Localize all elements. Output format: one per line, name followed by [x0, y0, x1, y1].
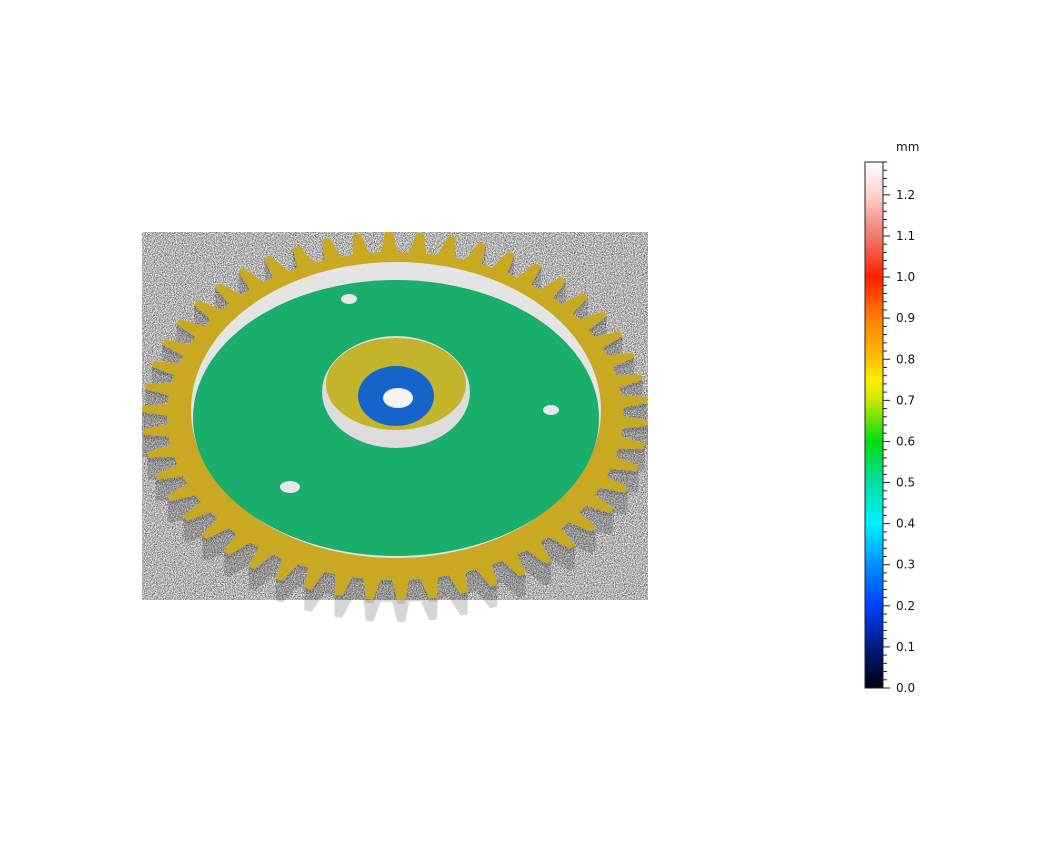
colorbar-tick-label: 0.0: [896, 681, 915, 695]
colorbar-tick-label: 1.2: [896, 188, 915, 202]
colorbar-tick-label: 0.9: [896, 311, 915, 325]
colorbar-tick-label: 0.7: [896, 393, 915, 407]
colorbar-tick-label: 1.0: [896, 270, 915, 284]
colorbar-tick-label: 0.6: [896, 434, 915, 448]
colorbar-tick-label: 0.2: [896, 599, 915, 613]
colorbar-tick-label: 1.1: [896, 229, 915, 243]
colorbar-tick-label: 0.5: [896, 476, 915, 490]
colorbar-gradient: [864, 161, 884, 689]
colorbar-tick-label: 0.4: [896, 517, 915, 531]
bore-hole: [383, 388, 413, 408]
colorbar-tick-label: 0.3: [896, 558, 915, 572]
web-hole: [543, 405, 559, 415]
colorbar-tick-label: 0.1: [896, 640, 915, 654]
colorbar-unit: mm: [896, 140, 919, 154]
colorbar-tick-label: 0.8: [896, 352, 915, 366]
web-hole: [341, 294, 357, 304]
web-hole: [280, 481, 300, 493]
